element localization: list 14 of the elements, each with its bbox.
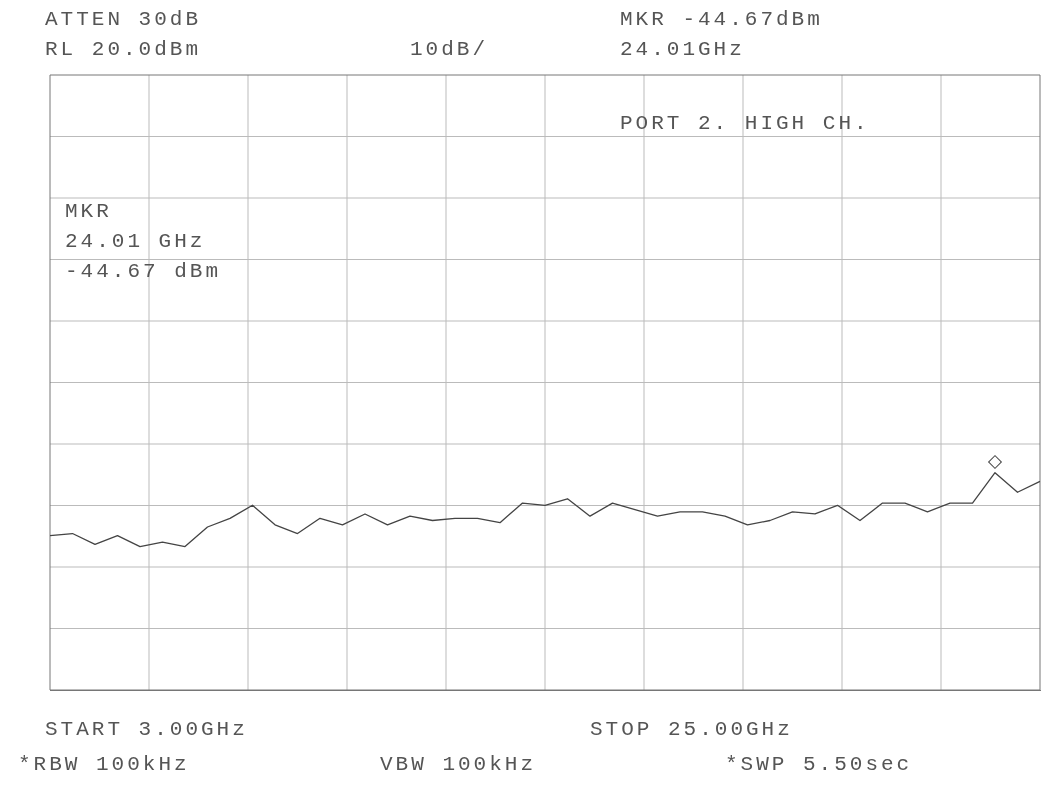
text: START 3.00GHz xyxy=(45,718,248,741)
text: STOP 25.00GHz xyxy=(590,718,793,741)
text: -44.67 dBm xyxy=(65,260,222,283)
text: MKR -44.67dBm xyxy=(620,8,823,31)
text: VBW 100kHz xyxy=(380,753,537,776)
text: MKR xyxy=(65,200,112,223)
text: RL 20.0dBm xyxy=(45,38,202,61)
text: 10dB/ xyxy=(410,38,489,61)
text: 24.01GHz xyxy=(620,38,745,61)
text: ATTEN 30dB xyxy=(45,8,202,31)
text: PORT 2. HIGH CH. xyxy=(620,112,870,135)
text: *RBW 100kHz xyxy=(18,753,190,776)
text: 24.01 GHz xyxy=(65,230,206,253)
text: *SWP 5.50sec xyxy=(725,753,913,776)
